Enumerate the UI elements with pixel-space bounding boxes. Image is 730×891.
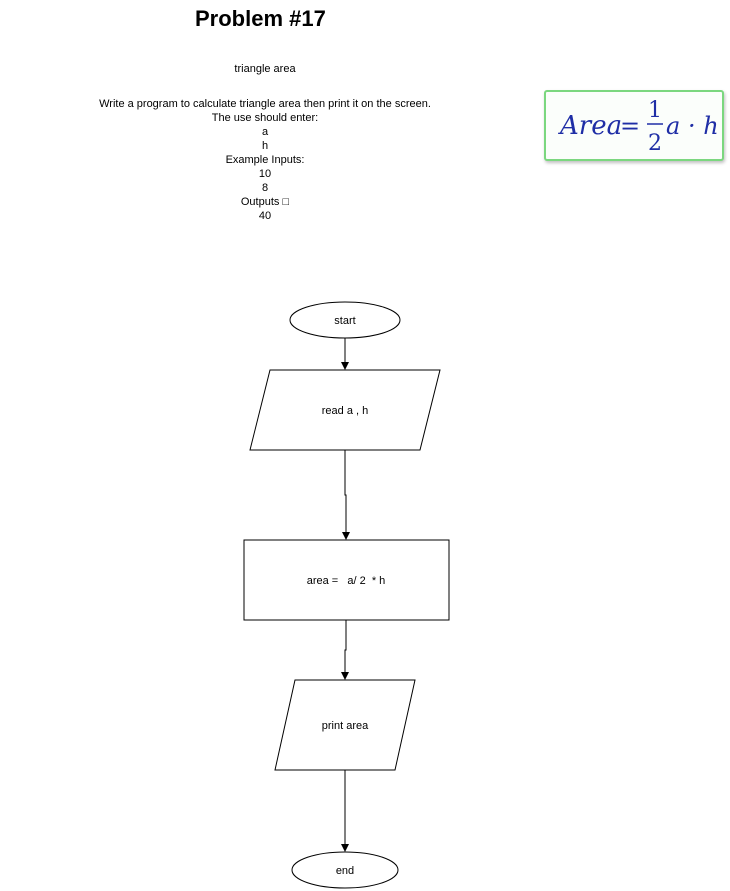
description-line: Outputs □ [240,196,290,208]
description-line: h [261,140,269,152]
end-label: end [336,865,354,877]
input-label: read a , h [322,405,368,417]
formula-lhs: Area [558,111,622,141]
start-label: start [334,315,355,327]
connector-arrow [342,450,350,540]
formula-equals: = [620,112,640,140]
formula-numerator: 1 [648,98,662,123]
end-node [291,851,399,889]
description-line: Write a program to calculate triangle ar… [99,98,431,110]
description-line: 8 [261,182,269,194]
description-line: The use should enter: [211,112,319,124]
problem-subtitle: triangle area [234,63,296,75]
formula-denominator: 2 [648,131,662,156]
process-label: area = a/ 2 * h [307,575,386,587]
description-line: 10 [258,168,272,180]
problem-description: Write a program to calculate triangle ar… [0,97,530,223]
formula-graphic: Area = 1 2 a · h [558,98,719,156]
page-title: Problem #17 [195,6,326,31]
input-node [249,369,441,451]
connector-arrow [341,620,349,680]
formula-rhs: a · h [666,112,719,140]
output-node [274,679,416,771]
formula-box: Area = 1 2 a · h [544,90,724,161]
description-line: 40 [258,210,272,222]
process-node [243,539,450,621]
description-line: Example Inputs: [225,154,305,166]
description-line: a [261,126,269,138]
output-label: print area [322,720,369,732]
